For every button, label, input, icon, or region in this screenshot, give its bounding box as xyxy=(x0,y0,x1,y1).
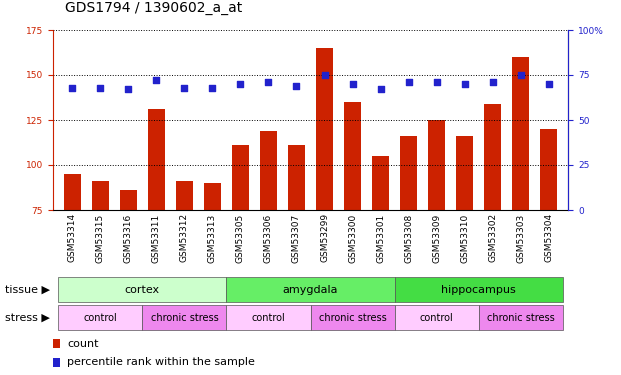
Bar xyxy=(540,129,557,210)
Point xyxy=(348,81,358,87)
Text: GSM53314: GSM53314 xyxy=(68,213,77,262)
Text: GSM53303: GSM53303 xyxy=(516,213,525,262)
Text: GSM53310: GSM53310 xyxy=(460,213,469,262)
Text: GDS1794 / 1390602_a_at: GDS1794 / 1390602_a_at xyxy=(65,1,242,15)
Bar xyxy=(227,277,394,302)
Text: control: control xyxy=(252,313,286,323)
Point xyxy=(152,77,161,83)
Text: GSM53312: GSM53312 xyxy=(180,213,189,262)
Text: percentile rank within the sample: percentile rank within the sample xyxy=(67,357,255,368)
Bar xyxy=(394,305,479,330)
Text: tissue ▶: tissue ▶ xyxy=(5,285,50,295)
Point xyxy=(96,85,106,91)
Point xyxy=(263,79,273,85)
Bar xyxy=(142,305,227,330)
Text: GSM53307: GSM53307 xyxy=(292,213,301,262)
Point xyxy=(124,86,134,92)
Bar xyxy=(227,305,310,330)
Bar xyxy=(58,277,227,302)
Point xyxy=(432,79,442,85)
Point xyxy=(179,85,189,91)
Point xyxy=(235,81,245,87)
Bar xyxy=(512,57,529,210)
Bar xyxy=(204,183,221,210)
Text: GSM53300: GSM53300 xyxy=(348,213,357,262)
Bar xyxy=(64,174,81,210)
Bar xyxy=(479,305,563,330)
Text: control: control xyxy=(84,313,117,323)
Bar xyxy=(53,358,60,367)
Point xyxy=(460,81,469,87)
Bar xyxy=(400,136,417,210)
Point xyxy=(320,72,330,78)
Text: GSM53305: GSM53305 xyxy=(236,213,245,262)
Bar xyxy=(316,48,333,210)
Bar xyxy=(310,305,394,330)
Bar xyxy=(456,136,473,210)
Point xyxy=(404,79,414,85)
Text: GSM53308: GSM53308 xyxy=(404,213,413,262)
Point xyxy=(376,86,386,92)
Text: amygdala: amygdala xyxy=(283,285,338,295)
Text: cortex: cortex xyxy=(125,285,160,295)
Bar xyxy=(120,190,137,210)
Text: GSM53313: GSM53313 xyxy=(208,213,217,262)
Text: hippocampus: hippocampus xyxy=(441,285,516,295)
Point xyxy=(291,83,301,89)
Bar xyxy=(92,181,109,210)
Text: GSM53315: GSM53315 xyxy=(96,213,105,262)
Bar xyxy=(288,145,305,210)
Text: GSM53301: GSM53301 xyxy=(376,213,385,262)
Text: control: control xyxy=(420,313,453,323)
Point xyxy=(68,85,78,91)
Bar xyxy=(260,131,277,210)
Bar xyxy=(176,181,193,210)
Point xyxy=(515,72,525,78)
Point xyxy=(543,81,553,87)
Bar xyxy=(484,104,501,210)
Text: count: count xyxy=(67,339,99,348)
Text: GSM53304: GSM53304 xyxy=(544,213,553,262)
Text: GSM53299: GSM53299 xyxy=(320,213,329,262)
Text: stress ▶: stress ▶ xyxy=(5,313,50,323)
Point xyxy=(487,79,497,85)
Text: chronic stress: chronic stress xyxy=(150,313,219,323)
Bar xyxy=(148,109,165,210)
Text: GSM53309: GSM53309 xyxy=(432,213,441,262)
Bar xyxy=(372,156,389,210)
Text: chronic stress: chronic stress xyxy=(487,313,555,323)
Text: GSM53306: GSM53306 xyxy=(264,213,273,262)
Text: GSM53316: GSM53316 xyxy=(124,213,133,262)
Bar xyxy=(394,277,563,302)
Text: chronic stress: chronic stress xyxy=(319,313,386,323)
Point xyxy=(207,85,217,91)
Bar xyxy=(232,145,249,210)
Bar xyxy=(344,102,361,210)
Text: GSM53302: GSM53302 xyxy=(488,213,497,262)
Bar xyxy=(53,339,60,348)
Bar xyxy=(428,120,445,210)
Text: GSM53311: GSM53311 xyxy=(152,213,161,262)
Bar xyxy=(58,305,142,330)
